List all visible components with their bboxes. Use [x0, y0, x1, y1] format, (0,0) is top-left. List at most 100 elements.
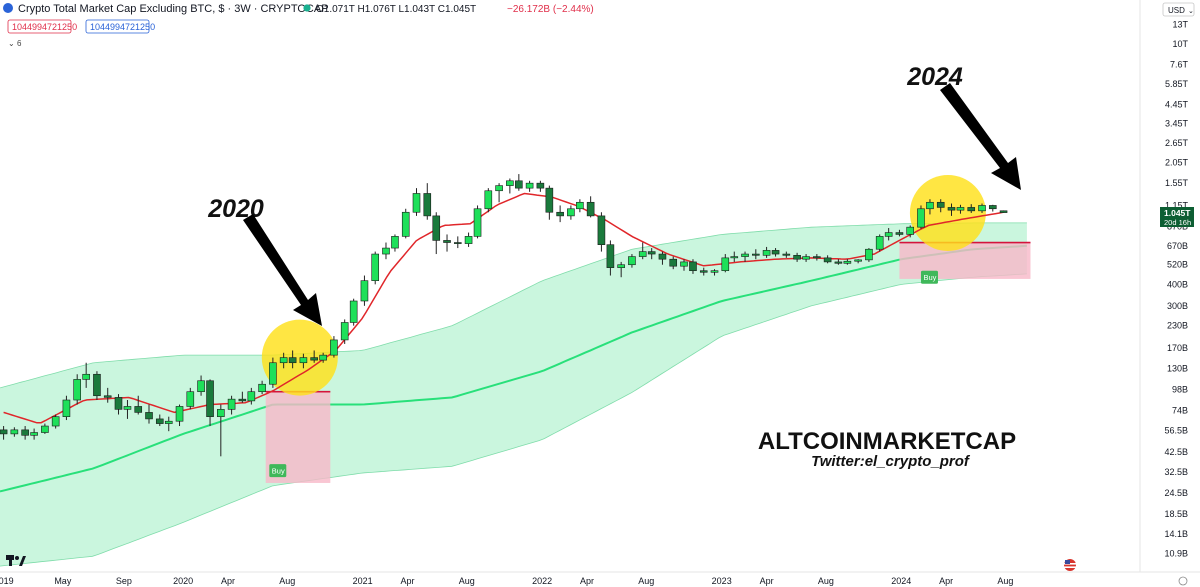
price-tick: 130B [1167, 363, 1188, 373]
input-a-box[interactable] [7, 19, 72, 34]
watermark-title: ALTCOINMARKETCAP [758, 428, 1016, 455]
annotation-2024: 2024 [906, 63, 963, 91]
time-tick: Apr [580, 576, 594, 586]
band-lower [0, 273, 1027, 567]
candle-body [453, 242, 462, 244]
candle-body [843, 260, 852, 264]
input-b-value: 1044994721250 [90, 22, 155, 32]
candle-body [628, 256, 636, 266]
candle-body [567, 208, 575, 217]
price-axis: USD ⌄ 13T 10T 7.6T 5.85T 4.45T 3.45T 2.65T 2.05… [1139, 0, 1200, 587]
candle-body [103, 395, 112, 398]
candle-body [884, 232, 893, 237]
time-tick: Aug [638, 576, 654, 586]
candle-body [802, 256, 810, 260]
candle-body [689, 261, 697, 272]
candle-body [82, 373, 90, 380]
candle-body [443, 240, 451, 243]
price-tick: 4.45T [1165, 99, 1189, 109]
candle-body [279, 357, 288, 364]
candle-body [606, 244, 615, 268]
time-tick: 2022 [532, 576, 552, 586]
candle-body [741, 253, 749, 257]
candle-body [978, 205, 986, 212]
time-tick: Aug [279, 576, 295, 586]
candle-body [536, 182, 545, 189]
indicators-toggle-icon[interactable]: ⌄ [8, 39, 15, 48]
price-tick: 10T [1172, 39, 1188, 49]
candle-body [710, 270, 719, 273]
candle-body [217, 409, 225, 417]
price-tick: 670B [1167, 241, 1188, 251]
time-tick: 2020 [173, 576, 193, 586]
time-tick: 2021 [353, 576, 373, 586]
candle-body [865, 248, 873, 261]
candle-body [669, 258, 678, 267]
candle-body [238, 398, 247, 402]
candle-body [227, 398, 236, 410]
candle-body [495, 185, 503, 192]
candle-body [956, 207, 965, 211]
candle-body [247, 391, 256, 402]
candle-body [721, 257, 730, 272]
candle-body [288, 357, 297, 364]
last-price-value: 1.045T [1164, 208, 1191, 218]
price-tick: 7.6T [1170, 59, 1189, 69]
price-tick: 32.5B [1164, 467, 1188, 477]
price-tick: 400B [1167, 279, 1188, 289]
candle-body [771, 250, 780, 255]
auto-scale-icon[interactable] [1178, 576, 1188, 586]
flag-icon [1064, 559, 1076, 571]
candle-body [0, 429, 8, 435]
candle-body [319, 354, 327, 361]
candle-body [41, 425, 49, 433]
price-tick: 18.5B [1164, 509, 1188, 519]
time-tick: May [54, 576, 72, 586]
price-tick: 98B [1172, 384, 1188, 394]
candle-body [258, 383, 266, 393]
time-tick: 2024 [891, 576, 911, 586]
time-tick: Sep [116, 576, 132, 586]
candle-body [134, 406, 143, 413]
time-tick: Aug [818, 576, 834, 586]
price-tick: 230B [1167, 321, 1188, 331]
bollinger-band [0, 222, 1027, 567]
price-tick: 56.5B [1164, 426, 1188, 436]
time-tick: Apr [760, 576, 774, 586]
candle-body [576, 201, 584, 210]
candle-body [412, 193, 421, 213]
candle-body [834, 261, 843, 264]
price-tick: 2.05T [1165, 157, 1189, 167]
band-fill [0, 222, 1027, 567]
buy-badge-label: Buy [923, 273, 936, 282]
input-a-value: 1044994721250 [12, 22, 77, 32]
price-tick: 10.9B [1164, 548, 1188, 558]
candle-body [895, 232, 904, 235]
currency-selector[interactable] [1162, 2, 1195, 17]
input-b-box[interactable] [85, 19, 150, 34]
symbol-title[interactable]: Crypto Total Market Cap Excluding BTC, $… [18, 3, 329, 15]
chart-header: Crypto Total Market Cap Excluding BTC, $… [3, 3, 594, 48]
candle-body [647, 251, 656, 255]
buy-zone-1 [899, 242, 1031, 279]
candle-body [617, 264, 625, 268]
candle-body [349, 300, 358, 323]
ma-line [3, 192, 1004, 424]
candle-body [988, 205, 997, 210]
candle-body [269, 362, 277, 385]
time-tick: 2019 [0, 576, 14, 586]
time-tick: Aug [459, 576, 475, 586]
ohlc-values: O1.071T H1.076T L1.043T C1.045T [316, 4, 476, 15]
price-tick: 170B [1167, 343, 1188, 353]
candle-body [310, 357, 318, 361]
candle-body [752, 253, 760, 256]
candle-body [875, 236, 884, 250]
candle-body [506, 180, 514, 186]
candle-body [371, 253, 380, 281]
price-tick: 24.5B [1164, 488, 1188, 498]
candle-body [967, 207, 976, 212]
candle-body [299, 357, 308, 364]
candle-body [936, 201, 945, 208]
price-tick: 1.15T [1165, 200, 1189, 210]
